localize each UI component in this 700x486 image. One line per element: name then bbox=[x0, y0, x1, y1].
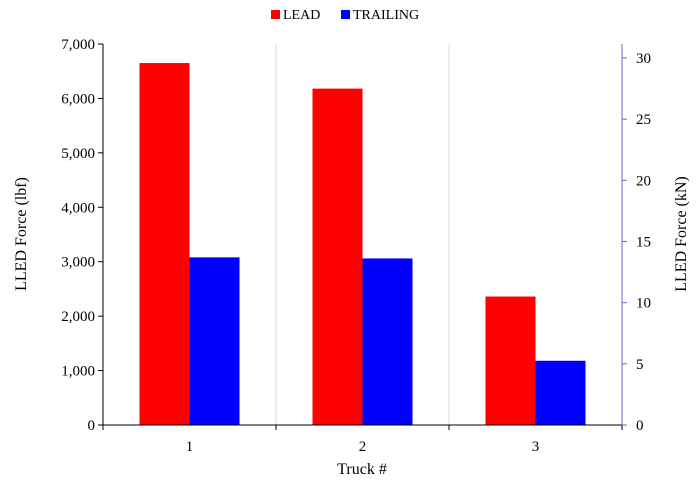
bar-trailing-truck-2 bbox=[362, 258, 413, 425]
y-axis-title-right: LLED Force (kN) bbox=[673, 176, 690, 292]
y-tick-label-right: 25 bbox=[636, 112, 651, 128]
y-tick-label-right: 5 bbox=[636, 357, 644, 373]
y-tick-label-right: 20 bbox=[636, 173, 651, 189]
y-tick-label-right: 15 bbox=[636, 234, 651, 250]
y-tick-label-right: 10 bbox=[636, 296, 651, 312]
x-axis-title: Truck # bbox=[337, 461, 387, 478]
gridlines bbox=[275, 44, 450, 425]
legend-swatch-lead bbox=[271, 10, 280, 19]
y-tick-label-right: 0 bbox=[636, 418, 644, 434]
bar-lead-truck-1 bbox=[139, 63, 190, 426]
bar-lead-truck-3 bbox=[485, 296, 536, 425]
bar-trailing-truck-3 bbox=[535, 360, 586, 425]
legend-label-lead: LEAD bbox=[283, 8, 320, 23]
y-tick-label-left: 1,000 bbox=[61, 364, 95, 380]
y-tick-label-left: 7,000 bbox=[61, 37, 95, 53]
bars bbox=[139, 63, 586, 426]
legend: LEAD TRAILING bbox=[271, 8, 419, 23]
bar-lead-truck-2 bbox=[312, 88, 363, 425]
y-tick-label-left: 2,000 bbox=[61, 309, 95, 325]
y-tick-label-left: 3,000 bbox=[61, 255, 95, 271]
legend-label-trailing: TRAILING bbox=[353, 8, 419, 23]
y-tick-label-right: 30 bbox=[636, 51, 651, 67]
bar-trailing-truck-1 bbox=[189, 257, 240, 425]
y-axis-title-left: LLED Force (lbf) bbox=[13, 177, 30, 291]
legend-swatch-trailing bbox=[341, 10, 350, 19]
y-tick-label-left: 6,000 bbox=[61, 91, 95, 107]
y-tick-label-left: 4,000 bbox=[61, 200, 95, 216]
y-tick-label-left: 0 bbox=[88, 418, 96, 434]
x-tick-label: 2 bbox=[359, 439, 367, 455]
y-tick-label-left: 5,000 bbox=[61, 146, 95, 162]
x-tick-label: 1 bbox=[186, 439, 194, 455]
x-tick-label: 3 bbox=[532, 439, 540, 455]
